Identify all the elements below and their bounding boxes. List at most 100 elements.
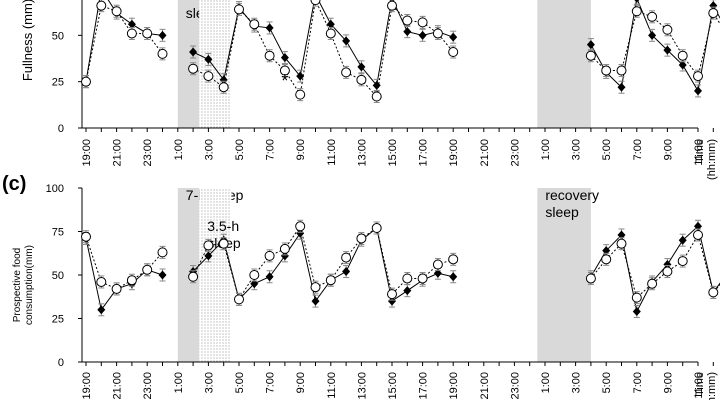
- sleep-block-label: 3.5-h: [207, 218, 239, 234]
- data-point: [418, 30, 427, 40]
- data-point: [234, 294, 244, 305]
- data-point: [448, 47, 459, 58]
- x-tick-label: 23:00: [509, 139, 521, 167]
- y-tick-label: 0: [58, 357, 64, 369]
- data-point: [647, 11, 658, 22]
- data-point: [126, 28, 137, 39]
- data-point: [634, 0, 640, 3]
- data-point: [417, 273, 428, 284]
- series-line: [590, 10, 720, 78]
- data-point: [188, 271, 199, 282]
- data-point: [127, 19, 136, 29]
- sleep-block: [199, 188, 232, 362]
- series-line: [590, 233, 720, 299]
- x-tick-label: 9:00: [662, 139, 674, 160]
- data-point: [311, 296, 320, 306]
- x-tick-label: 3:00: [571, 139, 583, 160]
- data-point: [341, 67, 352, 78]
- data-point: [371, 91, 382, 102]
- data-point: [310, 0, 321, 6]
- data-point: [218, 238, 229, 249]
- x-tick-label: 23:00: [142, 372, 154, 400]
- x-tick-label: 5:00: [234, 372, 246, 393]
- sleep-block: [537, 188, 591, 362]
- series-line: [85, 0, 163, 82]
- data-point: [631, 6, 642, 17]
- data-point: [402, 273, 413, 284]
- data-point: [249, 19, 260, 30]
- data-point: [342, 267, 351, 277]
- x-tick-label: 7:00: [632, 372, 644, 393]
- data-point: [371, 223, 382, 234]
- data-point: [708, 8, 719, 19]
- data-point: [296, 228, 305, 238]
- data-point: [189, 47, 198, 57]
- data-point: [631, 292, 642, 303]
- x-tick-label: 9:00: [295, 139, 307, 160]
- data-point: [81, 76, 91, 87]
- data-point: [157, 247, 168, 258]
- data-point: [356, 233, 367, 244]
- data-point: [249, 270, 260, 280]
- data-point: [218, 82, 229, 93]
- y-tick-label: 75: [52, 227, 64, 239]
- sleep-block: [537, 0, 591, 128]
- data-point: [648, 30, 657, 40]
- annotation: *: [281, 71, 288, 91]
- data-point: [280, 53, 289, 63]
- data-point: [203, 240, 214, 251]
- x-tick-label: 1:00: [173, 139, 185, 160]
- data-point: [616, 238, 627, 249]
- data-point: [142, 28, 153, 39]
- data-point: [402, 15, 413, 26]
- data-point: [188, 63, 199, 74]
- series-line: [85, 238, 163, 311]
- data-point: [387, 0, 397, 11]
- data-point: [310, 282, 321, 293]
- x-tick-label: 1:00: [540, 372, 552, 393]
- x-tick-label: 23:00: [509, 372, 521, 400]
- series-line: [590, 0, 720, 93]
- data-point: [158, 30, 167, 40]
- data-point: [295, 221, 306, 232]
- y-axis-label: Fullness (mm): [20, 0, 35, 81]
- data-point: [678, 235, 687, 245]
- data-point: [448, 254, 459, 265]
- x-tick-label: 11:00: [693, 372, 705, 399]
- series-line: [85, 5, 163, 82]
- sleep-block: [177, 0, 200, 128]
- data-point: [296, 71, 305, 81]
- x-tick-label: 13:00: [356, 139, 368, 167]
- y-tick-label: 100: [46, 183, 64, 195]
- data-point: [388, 296, 396, 306]
- x-tick-label: 7:00: [265, 372, 277, 393]
- data-point: [694, 86, 702, 96]
- data-point: [204, 251, 213, 261]
- x-tick-label: 1:00: [173, 372, 185, 393]
- data-point: [264, 250, 275, 261]
- x-tick-label: 11:00: [693, 139, 705, 166]
- x-tick-label: 11:00: [326, 372, 338, 399]
- x-tick-label: 15:00: [387, 372, 399, 400]
- data-point: [678, 60, 687, 70]
- data-point: [601, 254, 612, 265]
- data-point: [693, 71, 703, 82]
- data-point: [387, 289, 397, 300]
- data-point: [709, 1, 718, 11]
- data-point: [265, 23, 274, 33]
- x-tick-label: 7:00: [632, 139, 644, 160]
- x-tick-label: 9:00: [295, 372, 307, 393]
- x-tick-label: 7:00: [265, 139, 277, 160]
- y-tick-label: 50: [52, 270, 64, 282]
- data-point: [111, 283, 122, 294]
- data-point: [357, 62, 366, 72]
- x-tick-label: 19:00: [81, 139, 93, 167]
- data-point: [234, 4, 244, 15]
- x-axis-label: (hh:mm): [706, 139, 718, 180]
- x-tick-label: 15:00: [387, 139, 399, 167]
- data-point: [279, 243, 290, 254]
- y-tick-label: 25: [52, 314, 64, 326]
- data-point: [325, 275, 336, 286]
- data-point: [325, 28, 336, 39]
